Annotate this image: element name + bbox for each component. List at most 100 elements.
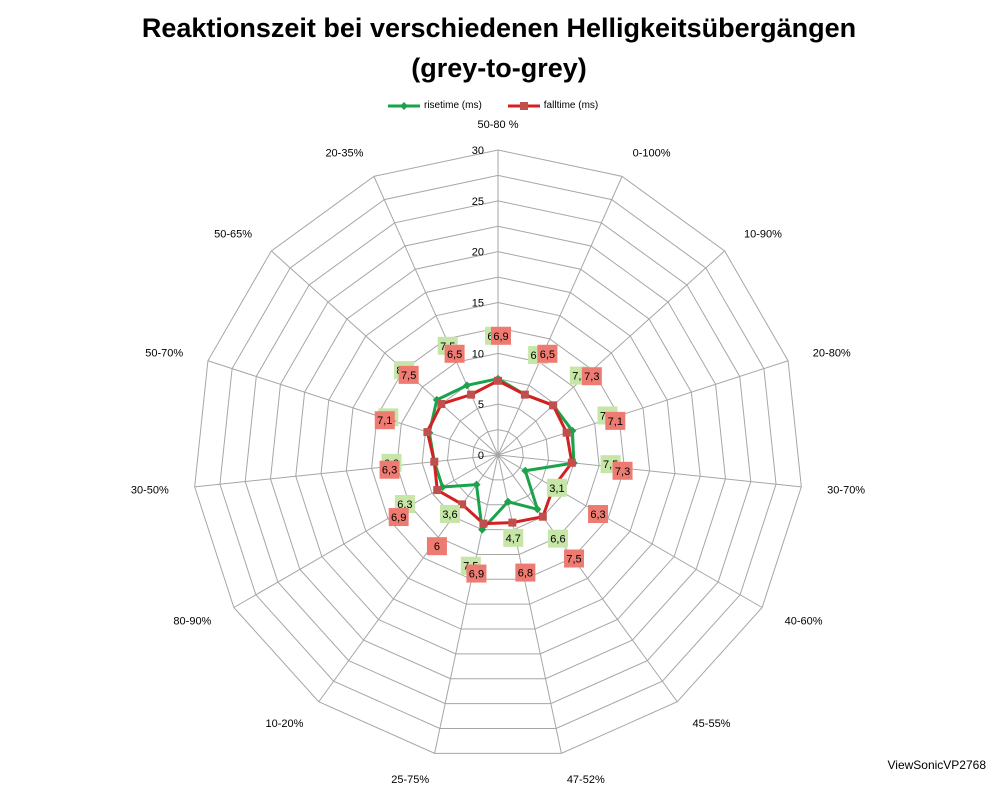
series-1-label-bg-11 [379, 460, 400, 479]
grid-ring-9 [244, 200, 752, 705]
series-0-marker-14 [462, 381, 471, 390]
radial-tick-label-0: 0 [478, 450, 484, 462]
series-0-label-bg-7 [503, 528, 524, 547]
grid-spoke-5 [497, 454, 763, 608]
radial-tick-label-5: 25 [472, 196, 484, 208]
series-1-label-bg-9 [426, 537, 447, 556]
grid-ring-0 [472, 429, 524, 481]
radial-tick-label-2: 10 [472, 348, 484, 360]
category-label-7: 47-52% [567, 774, 605, 786]
series-1-label-bg-7 [515, 563, 536, 582]
series-line-0 [427, 377, 576, 532]
series-1-label-bg-3 [605, 411, 626, 430]
grid-ring-6 [320, 276, 676, 630]
series-0-data-label-9: 3,6 [442, 509, 457, 521]
series-1-data-label-7: 6,8 [518, 568, 533, 580]
legend-item-falltime: falltime (ms) [507, 100, 599, 111]
series-1-marker-9 [458, 500, 467, 509]
grid-spoke-8 [434, 454, 499, 754]
series-1-data-label-13: 7,5 [401, 370, 416, 382]
grid-ring-5 [345, 301, 651, 605]
legend-marker-falltime [507, 101, 540, 110]
series-1-label-bg-0 [491, 326, 511, 345]
radial-tick-label-3: 15 [472, 298, 484, 310]
chart-title-line2: (grey-to-grey) [411, 53, 587, 83]
chart-title: Reaktionszeit bei verschiedenen Helligke… [0, 8, 998, 88]
series-0-label-bg-5 [546, 478, 567, 497]
series-1-data-label-1: 6,5 [540, 349, 555, 361]
series-1-marker-10 [433, 486, 442, 495]
grid-spoke-11 [194, 454, 499, 488]
series-0-marker-7 [503, 497, 512, 506]
grid-ring-10 [219, 174, 777, 729]
series-1-label-bg-13 [398, 365, 419, 384]
legend-label-risetime: risetime (ms) [424, 100, 482, 111]
series-0-label-bg-6 [547, 529, 568, 548]
series-1-data-label-8: 6,9 [469, 569, 484, 581]
category-label-2: 10-90% [744, 229, 782, 241]
legend-marker-risetime [388, 101, 420, 110]
series-1-marker-2 [549, 401, 558, 410]
grid-ring-11 [194, 149, 802, 754]
category-label-6: 45-55% [693, 718, 731, 730]
series-1-label-bg-1 [537, 344, 558, 363]
series-1-data-label-4: 7,3 [615, 466, 630, 478]
series-1-label-bg-4 [612, 461, 633, 480]
category-label-0: 50-80 % [478, 119, 519, 131]
series-1-data-label-11: 6,3 [382, 465, 397, 477]
grid-ring-8 [269, 225, 727, 680]
category-label-13: 50-65% [214, 229, 252, 241]
series-line-1 [425, 379, 574, 526]
series-0-data-label-5: 3,1 [549, 483, 564, 495]
series-1-marker-8 [479, 519, 488, 528]
grid-spoke-2 [497, 250, 725, 456]
chart-title-line1: Reaktionszeit bei verschiedenen Helligke… [141, 13, 857, 43]
grid-ring-7 [295, 251, 701, 655]
series-1-data-label-6: 7,5 [566, 554, 581, 566]
series-1-data-label-10: 6,9 [391, 512, 406, 524]
series-1-data-label-3: 7,1 [608, 416, 623, 428]
series-1-data-label-12: 7,1 [377, 415, 392, 427]
series-1-label-bg-2 [581, 367, 602, 386]
category-label-3: 20-80% [813, 348, 851, 360]
legend-item-risetime: risetime (ms) [388, 100, 482, 111]
series-1-marker-11 [430, 457, 439, 466]
series-1-marker-6 [538, 512, 547, 521]
grid-spoke-4 [497, 454, 802, 488]
category-label-12: 50-70% [145, 348, 183, 360]
series-1-label-bg-5 [588, 505, 609, 524]
series-1-marker-7 [508, 518, 517, 527]
series-1-marker-4 [567, 458, 576, 467]
grid-spoke-6 [497, 454, 678, 703]
series-1-data-label-2: 7,3 [584, 371, 599, 383]
series-1-marker-13 [437, 399, 446, 408]
series-1-data-label-9: 6 [434, 541, 440, 553]
series-0-data-label-10: 6,3 [397, 499, 412, 511]
series-1-marker-1 [520, 390, 529, 399]
series-0-label-bg-9 [439, 504, 460, 523]
series-0-marker-9 [472, 480, 481, 489]
series-1-label-bg-12 [374, 411, 395, 430]
category-label-9: 10-20% [266, 718, 304, 730]
legend-label-falltime: falltime (ms) [543, 100, 599, 111]
series-1-marker-12 [423, 428, 432, 437]
grid-spoke-9 [318, 454, 499, 703]
grid-spoke-12 [207, 360, 499, 456]
grid-spoke-3 [497, 360, 789, 456]
series-1-label-bg-10 [388, 508, 409, 527]
category-label-10: 80-90% [173, 616, 211, 628]
grid-ring-1 [446, 403, 550, 506]
category-label-8: 25-75% [391, 774, 429, 786]
series-0-marker-5 [521, 466, 530, 475]
grid-ring-3 [396, 352, 600, 555]
series-1-data-label-0: 6,9 [493, 331, 508, 343]
series-1-marker-0 [494, 376, 502, 385]
series-1-data-label-14: 6,5 [447, 349, 462, 361]
series-1-marker-3 [562, 428, 571, 437]
series-0-data-label-6: 6,6 [550, 534, 565, 546]
category-label-5: 40-60% [785, 616, 823, 628]
radial-tick-label-6: 30 [472, 145, 484, 157]
series-1-data-label-5: 6,3 [590, 509, 605, 521]
legend: risetime (ms) falltime (ms) [388, 100, 598, 111]
